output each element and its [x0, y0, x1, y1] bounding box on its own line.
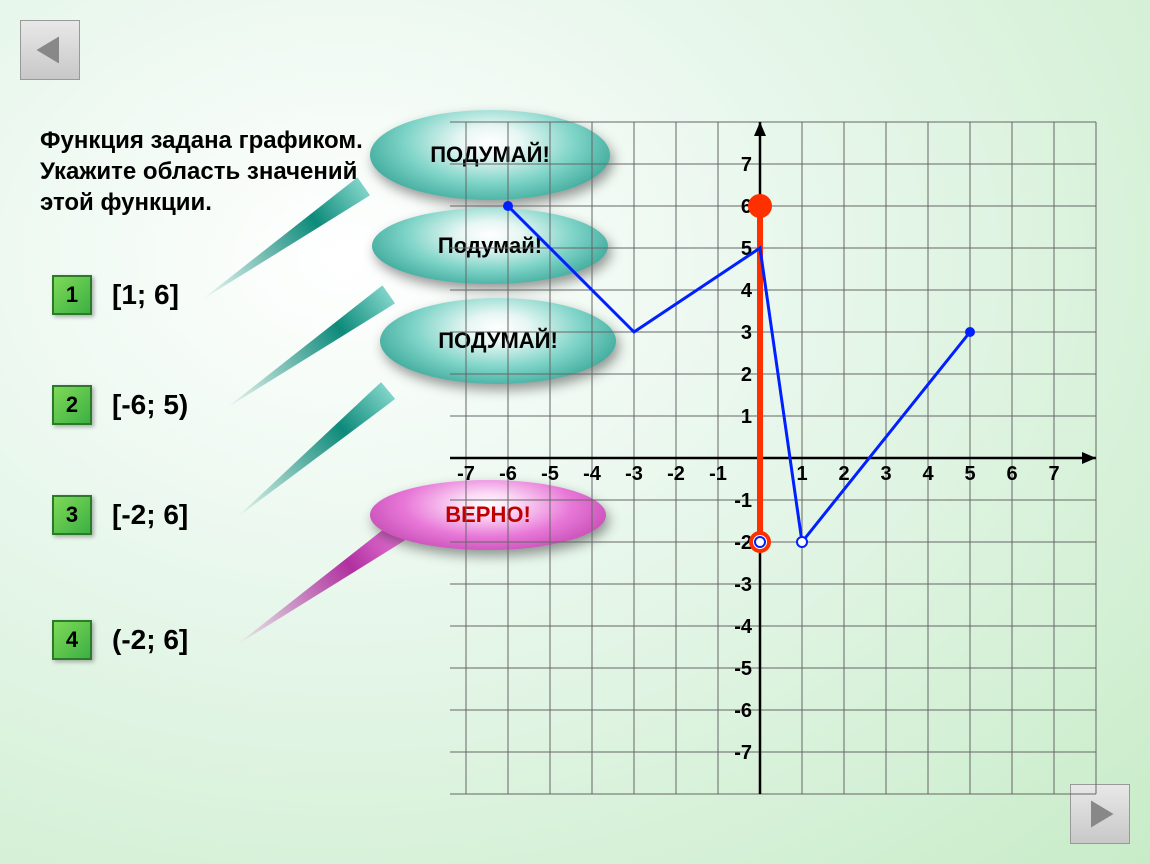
svg-text:7: 7 — [741, 154, 752, 176]
option-row-3: 3 [-2; 6] — [52, 495, 188, 535]
svg-text:2: 2 — [838, 463, 849, 485]
option-text-4: (-2; 6] — [112, 624, 188, 656]
option-button-1[interactable]: 1 — [52, 275, 92, 315]
svg-text:4: 4 — [741, 280, 753, 302]
svg-text:6: 6 — [1006, 463, 1017, 485]
option-row-2: 2 [-6; 5) — [52, 385, 188, 425]
svg-text:5: 5 — [964, 463, 975, 485]
bubble-tail-4 — [229, 522, 405, 655]
svg-text:3: 3 — [741, 322, 752, 344]
option-text-1: [1; 6] — [112, 279, 179, 311]
svg-text:-5: -5 — [734, 658, 752, 680]
svg-text:-3: -3 — [734, 574, 752, 596]
option-text-3: [-2; 6] — [112, 499, 188, 531]
arrow-left-icon — [32, 32, 68, 68]
svg-text:-1: -1 — [709, 463, 727, 485]
bubble-tail-3 — [228, 382, 395, 527]
svg-text:1: 1 — [741, 406, 752, 428]
svg-text:3: 3 — [880, 463, 891, 485]
svg-text:-6: -6 — [499, 463, 517, 485]
svg-text:-4: -4 — [583, 463, 602, 485]
option-row-4: 4 (-2; 6] — [52, 620, 188, 660]
function-chart: -7-6-5-4-3-2-11234567-7-6-5-4-3-2-112345… — [450, 78, 1130, 808]
svg-text:-7: -7 — [734, 742, 752, 764]
svg-text:1: 1 — [796, 463, 807, 485]
svg-text:-1: -1 — [734, 490, 752, 512]
svg-text:2: 2 — [741, 364, 752, 386]
svg-text:4: 4 — [922, 463, 934, 485]
svg-text:-2: -2 — [667, 463, 685, 485]
option-text-2: [-6; 5) — [112, 389, 188, 421]
nav-back-button[interactable] — [20, 20, 80, 80]
svg-text:7: 7 — [1048, 463, 1059, 485]
option-button-2[interactable]: 2 — [52, 385, 92, 425]
option-button-4[interactable]: 4 — [52, 620, 92, 660]
svg-text:-5: -5 — [541, 463, 559, 485]
svg-text:-4: -4 — [734, 616, 753, 638]
svg-text:-7: -7 — [457, 463, 475, 485]
svg-text:-3: -3 — [625, 463, 643, 485]
option-button-3[interactable]: 3 — [52, 495, 92, 535]
svg-text:-6: -6 — [734, 700, 752, 722]
option-row-1: 1 [1; 6] — [52, 275, 179, 315]
